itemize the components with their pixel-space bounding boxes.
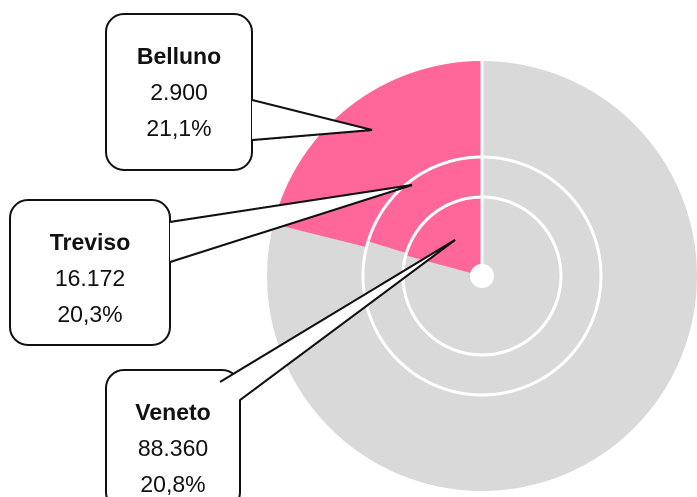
callout-pointer-edge: [251, 129, 373, 141]
callout-pointer-edge: [251, 99, 373, 131]
callout-value: 16.172: [55, 265, 125, 291]
callout-name: Treviso: [50, 229, 131, 255]
callout-pointer-edge: [169, 184, 413, 263]
callout-pointer-edge: [169, 184, 413, 223]
center-hole: [470, 264, 494, 288]
callout-box: [9, 199, 171, 346]
callout-name: Belluno: [137, 43, 221, 69]
callout-pointer-edge: [219, 239, 456, 383]
callout-pointer-edge: [239, 239, 456, 401]
callout-value: 2.900: [150, 79, 208, 105]
callout-pointer-joint: [220, 240, 455, 400]
ring-sector: [405, 197, 482, 273]
callout-value: 88.360: [138, 435, 208, 461]
callout-share: 20,8%: [140, 471, 205, 497]
callout-box: [105, 13, 253, 171]
ring-sector: [368, 157, 482, 254]
callout-share: 21,1%: [146, 115, 211, 141]
callout-name: Veneto: [135, 399, 210, 425]
callout-pointer-joint: [252, 100, 372, 140]
callout-share: 20,3%: [57, 301, 122, 327]
callout-box: [105, 369, 241, 497]
